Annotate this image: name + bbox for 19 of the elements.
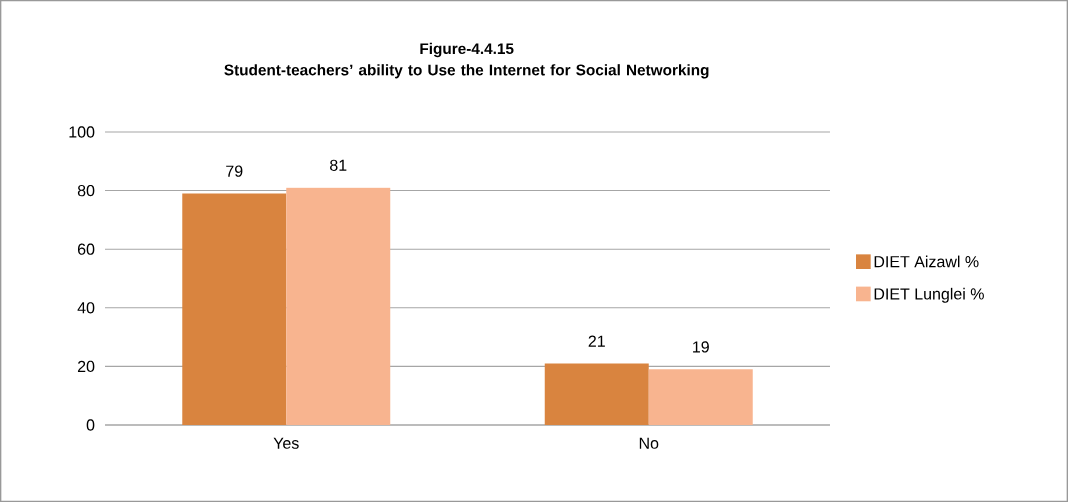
y-tick-label: 20	[77, 360, 95, 373]
y-tick-label: 100	[69, 126, 95, 138]
data-label: 21	[588, 335, 605, 347]
x-tick-label: Yes	[273, 437, 299, 449]
x-tick-label: No	[639, 437, 659, 449]
chart-title: Figure-4.4.15 Student-teachers’ ability to Use the Internet for Social Networking	[224, 42, 709, 79]
y-tick-label: 80	[77, 184, 95, 197]
y-tick-label: 60	[77, 243, 95, 255]
data-label: 19	[693, 341, 709, 353]
y-tick-label: 0	[86, 419, 95, 431]
y-tick-label: 40	[77, 302, 95, 314]
legend-label: DIET Aizawl %	[874, 255, 979, 268]
legend-label: DIET Lunglei %	[874, 287, 984, 303]
bar	[544, 363, 649, 425]
data-label: 81	[330, 159, 347, 171]
bar	[182, 193, 287, 425]
data-label: 79	[226, 165, 243, 177]
bar	[286, 187, 391, 425]
bar	[648, 369, 753, 425]
